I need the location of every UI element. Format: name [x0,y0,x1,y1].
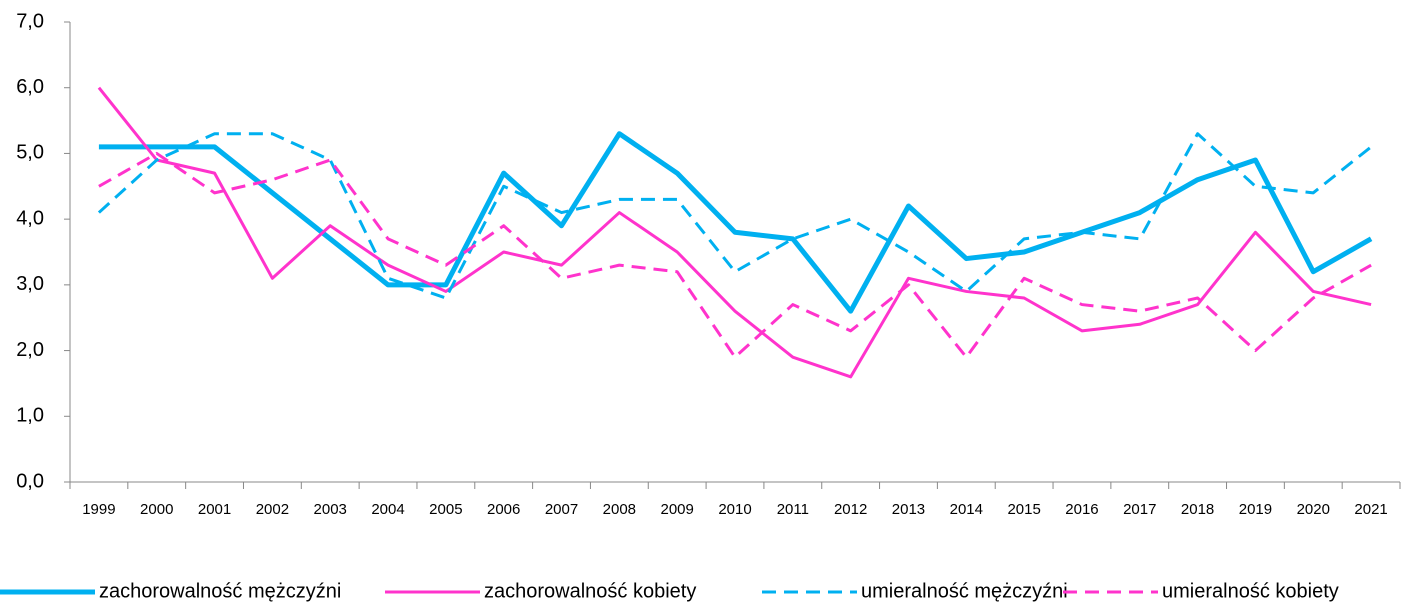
x-tick-label: 2019 [1239,501,1272,518]
y-tick-label: 6,0 [16,76,44,98]
legend-label: zachorowalność mężczyźni [99,580,341,602]
x-tick-label: 2003 [314,501,347,518]
series-line [97,132,1373,300]
y-tick-label: 1,0 [16,405,44,427]
legend-label: umieralność mężczyźni [861,580,1068,602]
x-tick-label: 2002 [256,501,289,518]
series-line [98,151,1372,359]
x-tick-label: 2006 [487,501,520,518]
x-tick-label: 2020 [1297,501,1330,518]
y-tick-label: 3,0 [16,273,44,295]
y-tick-label: 0,0 [16,470,44,492]
x-tick-label: 2015 [1007,501,1040,518]
x-tick-label: 2000 [140,501,173,518]
x-tick-label: 2008 [603,501,636,518]
x-tick-label: 2007 [545,501,578,518]
x-tick-label: 1999 [82,501,115,518]
x-tick-label: 2016 [1065,501,1098,518]
legend-label: umieralność kobiety [1162,580,1339,602]
series-line [98,131,1373,314]
x-tick-label: 2021 [1354,501,1387,518]
x-tick-label: 2014 [950,501,983,518]
x-tick-label: 2017 [1123,501,1156,518]
x-tick-label: 2010 [718,501,751,518]
y-tick-label: 2,0 [16,339,44,361]
x-tick-label: 2011 [777,501,809,518]
x-tick-label: 2004 [371,501,404,518]
y-tick-label: 4,0 [16,207,44,229]
legend-label: zachorowalność kobiety [484,580,696,602]
x-tick-label: 2009 [660,501,693,518]
x-tick-label: 2001 [198,501,231,518]
x-tick-label: 2012 [834,501,867,518]
x-tick-label: 2018 [1181,501,1214,518]
y-tick-label: 7,0 [16,10,44,32]
series-line [97,86,1372,379]
x-tick-label: 2013 [892,501,925,518]
y-tick-label: 5,0 [16,142,44,164]
x-tick-label: 2005 [429,501,462,518]
